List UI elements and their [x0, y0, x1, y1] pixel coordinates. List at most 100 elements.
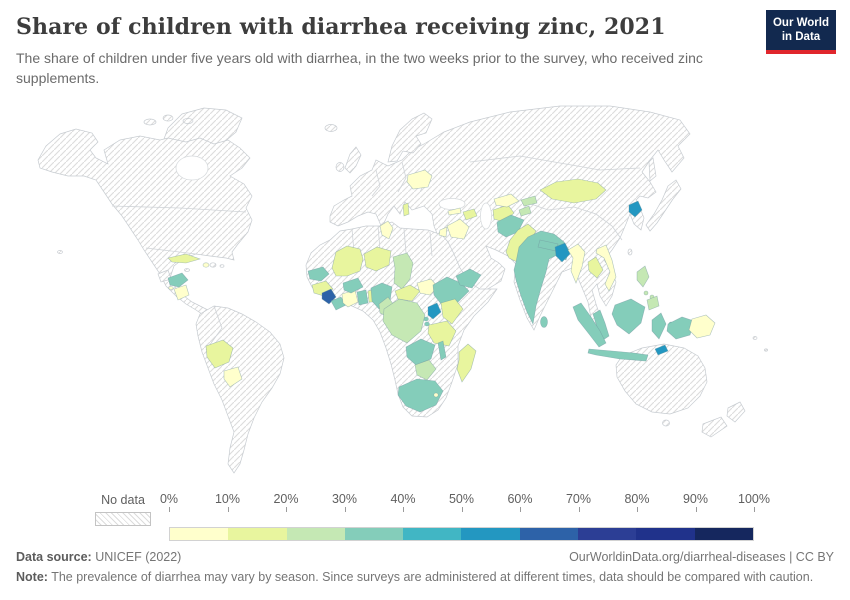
country-dr-congo[interactable] [382, 298, 426, 344]
island-tasmania [662, 419, 670, 427]
country-georgia[interactable] [447, 207, 462, 216]
country-india[interactable] [513, 230, 570, 325]
legend-tick-mark [227, 507, 229, 512]
legend-tick-mark [637, 507, 638, 512]
country-chad[interactable] [392, 252, 414, 290]
map-legend: No data 0% 10% 20% 30% 40% 50% 60% 70% 80% 90% 100… [0, 492, 850, 541]
country-vietnam[interactable] [595, 244, 617, 292]
country-burundi[interactable] [424, 321, 430, 327]
legend-tick-label-30%: 30% [331, 492, 358, 506]
country-tunisia[interactable] [379, 220, 394, 240]
country-senegal[interactable] [307, 266, 330, 282]
legend-no-data[interactable]: No data [95, 492, 151, 526]
country-haiti[interactable] [202, 262, 210, 268]
legend-bin-80-90%[interactable] [636, 528, 695, 540]
legend-bin-50-60%[interactable] [461, 528, 520, 540]
country-bangladesh[interactable] [554, 242, 571, 263]
region-south-america[interactable] [195, 305, 285, 474]
legend-tick-label-60%: 60% [507, 492, 533, 506]
country-eswatini[interactable] [433, 392, 439, 398]
legend-tick-label-70%: 70% [565, 492, 592, 506]
country-cuba[interactable] [167, 253, 201, 264]
country-laos[interactable] [587, 256, 604, 279]
country-el-salvador[interactable] [168, 286, 174, 290]
legend-tick-mark [403, 507, 404, 512]
caribbean-nodata [157, 262, 225, 283]
region-australia[interactable] [615, 343, 708, 415]
legend-bin-70-80%[interactable] [578, 528, 637, 540]
legend-bin-30-40%[interactable] [344, 528, 404, 540]
country-kyrgyzstan[interactable] [520, 195, 538, 207]
country-nicaragua[interactable] [173, 284, 190, 301]
region-japan[interactable] [627, 157, 682, 256]
country-madagascar[interactable] [456, 343, 477, 383]
country-philippines[interactable] [636, 265, 660, 311]
country-kenya[interactable] [440, 298, 464, 325]
legend-bin-40-50%[interactable] [403, 528, 462, 540]
region-scandinavia[interactable] [387, 112, 433, 163]
owid-logo[interactable]: Our World in Data [766, 10, 836, 54]
country-uganda[interactable] [427, 302, 442, 320]
owid-logo-line1: Our World [772, 16, 829, 29]
chart-footer: Data source: UNICEF (2022) OurWorldinDat… [0, 534, 850, 584]
country-indonesia[interactable] [572, 298, 695, 362]
country-bolivia[interactable] [205, 339, 234, 369]
country-niger[interactable] [363, 246, 392, 272]
island-ireland [335, 162, 345, 172]
legend-tick-mark [520, 507, 521, 512]
legend-tick-mark [578, 507, 580, 512]
country-jordan[interactable] [438, 226, 448, 238]
country-north-korea[interactable] [628, 200, 643, 218]
legend-tick-mark [695, 507, 697, 512]
country-ghana[interactable] [356, 289, 369, 306]
footer-note-label: Note: [16, 570, 48, 584]
legend-bin-10-20%[interactable] [228, 528, 287, 540]
arctic-islands [143, 114, 338, 132]
country-malawi[interactable] [437, 340, 447, 361]
country-iraq[interactable] [446, 218, 470, 240]
country-zimbabwe[interactable] [414, 359, 437, 381]
country-mongolia[interactable] [539, 178, 607, 204]
legend-color-bar [169, 527, 754, 541]
country-papua-new-guinea[interactable] [688, 314, 716, 339]
country-uzbekistan[interactable] [493, 193, 520, 208]
data-source-label: Data source: [16, 550, 92, 564]
country-myanmar[interactable] [567, 243, 586, 284]
country-yemen[interactable] [455, 268, 482, 289]
country-azerbaijan[interactable] [462, 208, 478, 221]
region-new-zealand[interactable] [701, 401, 746, 438]
legend-bin-0-10%[interactable] [170, 528, 229, 540]
legend-tick-label-50%: 50% [448, 492, 475, 506]
country-tajikistan[interactable] [518, 205, 532, 217]
chart-subtitle: The share of children under five years o… [16, 50, 703, 87]
legend-bin-60-70%[interactable] [519, 528, 579, 540]
country-belarus[interactable] [406, 169, 433, 190]
legend-tick-label-40%: 40% [390, 492, 416, 506]
world-map [0, 100, 850, 490]
country-borders [111, 155, 641, 351]
region-british-isles[interactable] [344, 146, 362, 174]
owid-url-link[interactable]: OurWorldinData.org/diarrheal-diseases | … [569, 550, 834, 564]
country-zambia[interactable] [405, 338, 436, 366]
data-source: Data source: UNICEF (2022) [16, 550, 181, 564]
legend-bin-90-100%[interactable] [694, 528, 753, 540]
country-honduras[interactable] [167, 272, 189, 288]
chart-header: Share of children with diarrhea receivin… [0, 0, 850, 100]
country-sri-lanka[interactable] [540, 316, 548, 328]
country-burkina-faso[interactable] [342, 277, 364, 294]
country-central-african-republic[interactable] [394, 284, 421, 302]
country-albania[interactable] [402, 202, 410, 217]
country-paraguay[interactable] [223, 366, 243, 388]
country-mali[interactable] [331, 245, 364, 277]
country-south-africa[interactable] [397, 378, 444, 413]
legend-tick-label-0%: 0% [159, 492, 179, 506]
legend-no-data-swatch[interactable] [95, 512, 151, 526]
hudson-bay [175, 155, 209, 181]
country-tanzania[interactable] [427, 320, 457, 347]
colored-countries [167, 169, 716, 413]
region-north-america[interactable] [37, 128, 253, 317]
country-timor-leste[interactable] [654, 344, 669, 356]
legend-tick-label-10%: 10% [214, 492, 241, 506]
legend-bin-20-30%[interactable] [286, 528, 345, 540]
